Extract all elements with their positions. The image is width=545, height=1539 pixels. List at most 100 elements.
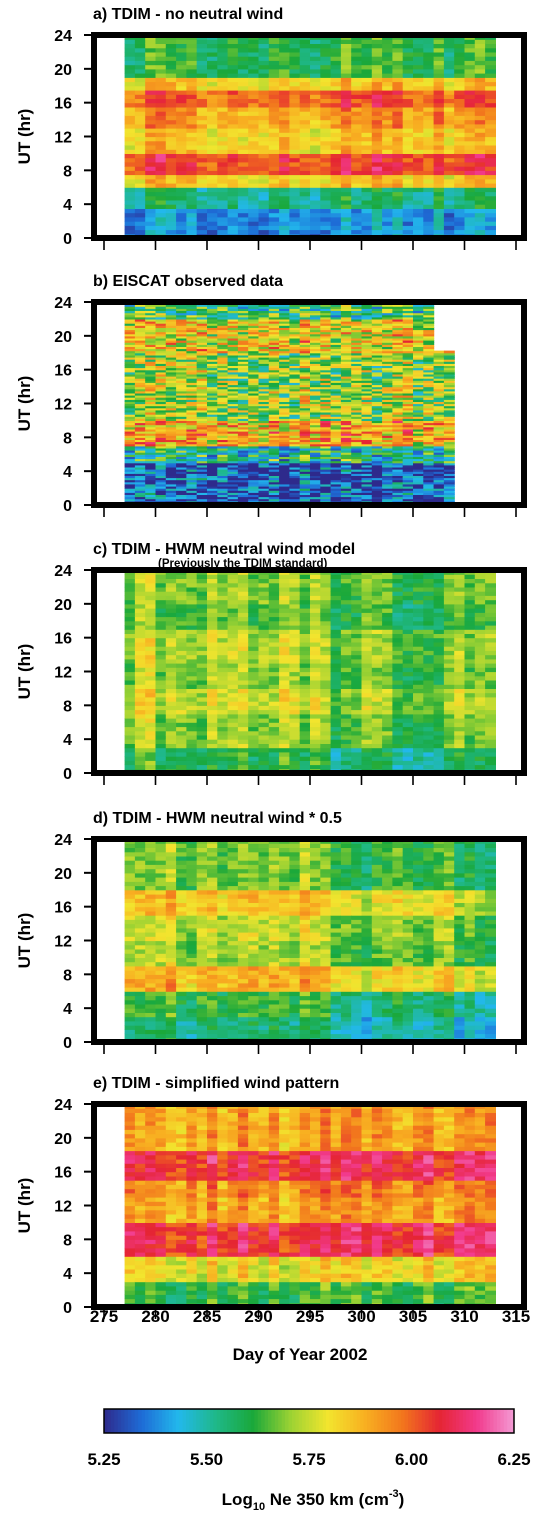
heatmap-cell (176, 466, 187, 470)
heatmap-cell (330, 140, 342, 146)
heatmap-cell (124, 422, 136, 426)
heatmap-cell (433, 153, 445, 159)
heatmap-cell (237, 304, 249, 307)
heatmap-cell (279, 426, 290, 430)
heatmap-cell (433, 498, 445, 502)
heatmap-cell (217, 102, 229, 108)
heatmap-cell (443, 56, 455, 61)
heatmap-cell (145, 73, 157, 78)
heatmap-cell (299, 439, 311, 443)
heatmap-cell (217, 331, 229, 335)
heatmap-cell (433, 376, 445, 379)
heatmap-cell (310, 39, 321, 44)
heatmap-cell (371, 149, 383, 154)
heatmap-cell (237, 486, 249, 489)
heatmap-cell (217, 140, 229, 146)
heatmap-cell (392, 195, 404, 201)
heatmap-cell (124, 496, 136, 500)
heatmap-cell (258, 428, 270, 432)
heatmap-cell (279, 68, 290, 74)
heatmap-cell (289, 145, 301, 150)
heatmap-cell (413, 496, 424, 500)
heatmap-cell (145, 612, 157, 618)
heatmap-cell (124, 367, 136, 371)
heatmap-cell (176, 426, 187, 430)
heatmap-cell (351, 342, 363, 345)
heatmap-cell (268, 354, 280, 358)
heatmap-cell (268, 153, 280, 159)
heatmap-cell (145, 441, 157, 445)
heatmap-cell (165, 166, 177, 171)
heatmap-cell (289, 153, 301, 159)
heatmap-cell (423, 492, 435, 495)
heatmap-cell (289, 431, 301, 434)
heatmap-cell (423, 431, 435, 434)
heatmap-cell (186, 422, 198, 426)
heatmap-cell (279, 329, 290, 333)
heatmap-cell (268, 392, 280, 396)
heatmap-cell (186, 441, 198, 445)
heatmap-cell (433, 225, 445, 231)
heatmap-cell (433, 354, 445, 358)
heatmap-cell (351, 208, 363, 214)
heatmap-cell (299, 81, 311, 87)
heatmap-cell (402, 450, 414, 453)
heatmap-cell (299, 479, 311, 483)
heatmap-cell (196, 456, 208, 460)
heatmap-cell (227, 412, 239, 415)
heatmap-cell (227, 483, 239, 487)
heatmap-cell (248, 68, 260, 74)
heatmap-cell (433, 43, 445, 49)
heatmap-cell (196, 323, 208, 326)
heatmap-cell (340, 357, 352, 360)
heatmap-cell (340, 469, 352, 472)
heatmap-cell (279, 77, 290, 83)
heatmap-cell (299, 365, 311, 369)
heatmap-cell (258, 98, 270, 104)
heatmap-cell (145, 195, 157, 201)
heatmap-cell (423, 178, 435, 184)
heatmap-cell (258, 481, 270, 485)
heatmap-cell (351, 132, 363, 138)
heatmap-cell (361, 111, 373, 116)
heatmap-cell (402, 115, 414, 121)
heatmap-cell (413, 371, 424, 375)
heatmap-cell (402, 473, 414, 476)
heatmap-cell (258, 462, 270, 466)
heatmap-cell (237, 401, 249, 405)
heatmap-cell (207, 325, 218, 328)
heatmap-cell (464, 102, 476, 108)
heatmap-cell (340, 321, 352, 324)
heatmap-cell (485, 170, 496, 176)
heatmap-cell (361, 422, 373, 426)
heatmap-cell (165, 43, 177, 49)
heatmap-cell (310, 60, 321, 66)
heatmap-cell (134, 458, 146, 462)
heatmap-cell (237, 471, 249, 474)
heatmap-cell (402, 149, 414, 154)
heatmap-cell (207, 136, 218, 142)
heatmap-cell (433, 490, 445, 493)
heatmap-cell (402, 443, 414, 447)
heatmap-cell (134, 90, 146, 95)
heatmap-cell (227, 325, 239, 328)
heatmap-cell (237, 39, 249, 44)
heatmap-cell (207, 359, 218, 362)
heatmap-cell (207, 428, 218, 432)
panel-title: a) TDIM - no neutral wind (93, 6, 283, 23)
heatmap-cell (165, 331, 177, 335)
heatmap-cell (268, 348, 280, 352)
heatmap-cell (443, 420, 455, 424)
heatmap-cell (382, 149, 393, 154)
heatmap-cell (320, 420, 332, 424)
heatmap-cell (258, 392, 270, 396)
heatmap-cell (165, 308, 177, 311)
heatmap-cell (258, 456, 270, 460)
heatmap-cell (320, 90, 332, 95)
heatmap-cell (392, 111, 404, 116)
heatmap-cell (124, 161, 136, 167)
heatmap-cell (124, 701, 136, 706)
heatmap-cell (124, 153, 136, 159)
heatmap-cell (207, 363, 218, 366)
heatmap-cell (165, 183, 177, 188)
